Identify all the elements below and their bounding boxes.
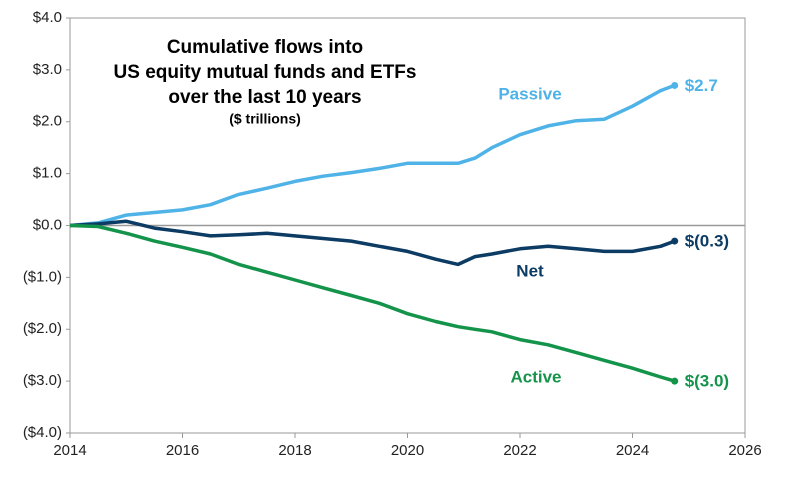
line-series xyxy=(69,83,676,228)
y-tick-label: $2.0 xyxy=(33,113,62,130)
end-point xyxy=(671,81,679,89)
end-point xyxy=(671,377,679,385)
chart-title: over the last 10 years xyxy=(168,87,361,108)
y-tick-label: ($4.0) xyxy=(23,424,62,441)
chart-title: US equity mutual funds and ETFs xyxy=(114,62,417,83)
value-label: $2.7 xyxy=(685,76,718,95)
series-label: Passive xyxy=(498,84,561,103)
chart-subtitle: ($ trillions) xyxy=(229,111,301,127)
y-tick-label: $4.0 xyxy=(33,9,62,26)
chart-title: Cumulative flows into xyxy=(167,37,363,58)
y-tick-label: ($1.0) xyxy=(23,268,62,285)
y-tick-label: $3.0 xyxy=(33,61,62,78)
y-tick-label: ($2.0) xyxy=(23,320,62,337)
x-tick-label: 2026 xyxy=(728,442,761,459)
end-point xyxy=(671,237,679,245)
value-label: $(3.0) xyxy=(685,372,729,391)
line-series xyxy=(69,223,676,383)
y-tick-label: $0.0 xyxy=(33,216,62,233)
series-label: Active xyxy=(510,367,561,386)
y-tick-label: $1.0 xyxy=(33,165,62,182)
x-tick-label: 2014 xyxy=(53,442,86,459)
x-tick-label: 2016 xyxy=(166,442,199,459)
x-tick-label: 2024 xyxy=(616,442,649,459)
y-tick-label: ($3.0) xyxy=(23,372,62,389)
x-tick-label: 2020 xyxy=(391,442,424,459)
series-label: Net xyxy=(516,261,544,280)
value-label: $(0.3) xyxy=(685,232,729,251)
x-tick-label: 2022 xyxy=(503,442,536,459)
line-series xyxy=(69,219,676,267)
x-tick-label: 2018 xyxy=(278,442,311,459)
